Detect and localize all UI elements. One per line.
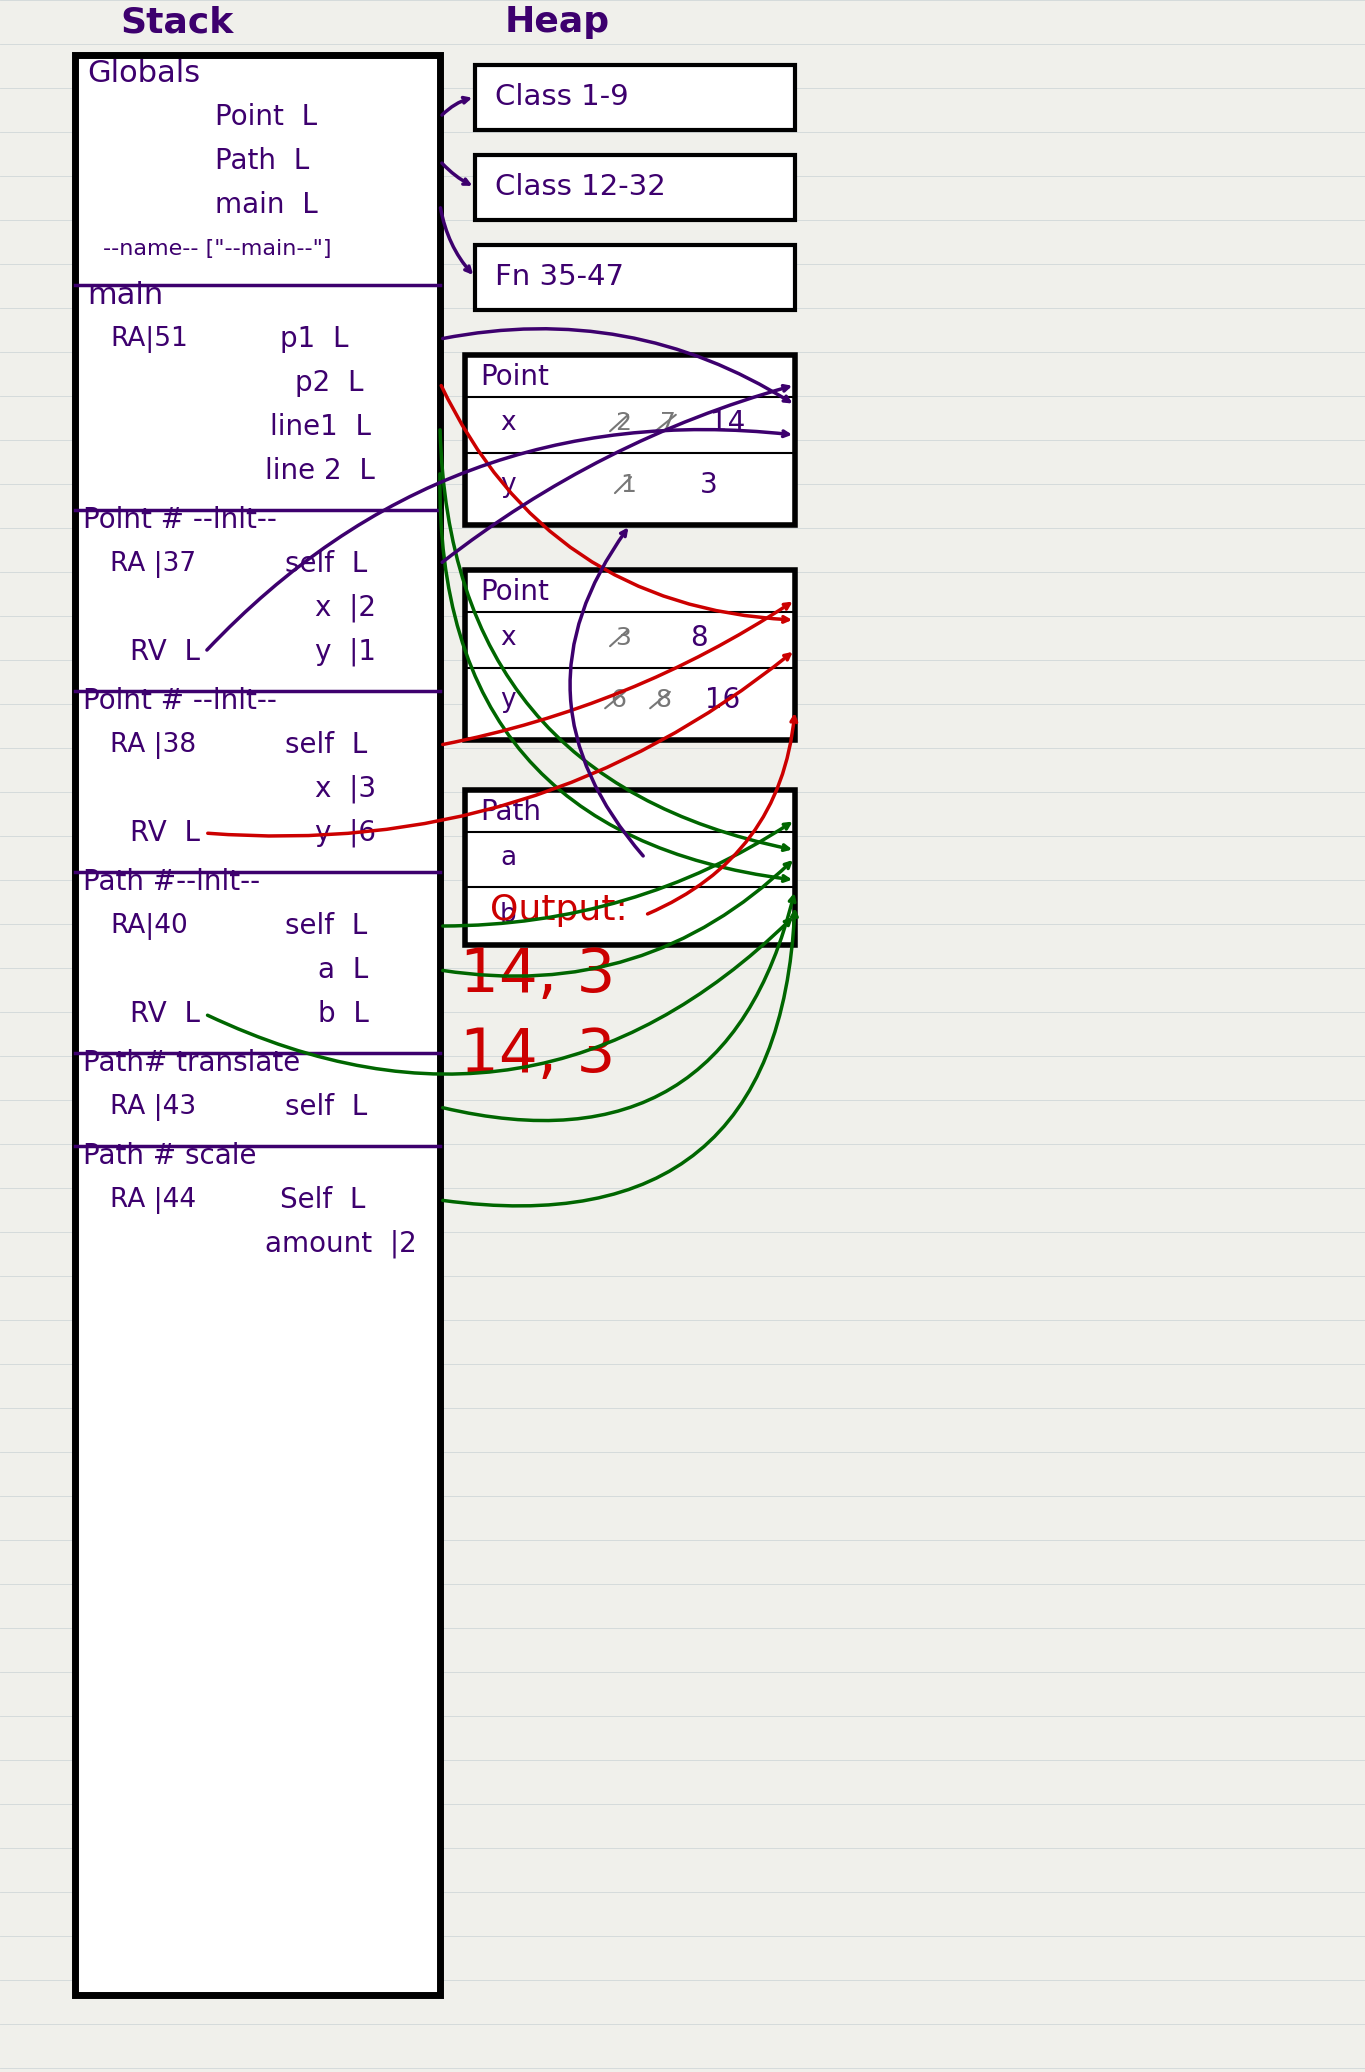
- Text: 16: 16: [704, 686, 740, 715]
- Bar: [465, 354, 794, 524]
- Text: 14: 14: [710, 408, 745, 437]
- Text: Globals: Globals: [87, 58, 201, 87]
- Text: a: a: [500, 845, 516, 870]
- Text: RV  L: RV L: [130, 818, 201, 847]
- Text: Class 12-32: Class 12-32: [495, 174, 666, 201]
- Text: Point: Point: [480, 578, 549, 605]
- Text: main: main: [87, 280, 164, 309]
- Text: line1  L: line1 L: [270, 412, 371, 441]
- Text: --name-- ["--main--"]: --name-- ["--main--"]: [102, 238, 332, 259]
- Text: 8: 8: [655, 688, 672, 713]
- Text: Path  L: Path L: [216, 147, 310, 174]
- Bar: [465, 789, 794, 945]
- Text: self  L: self L: [285, 731, 367, 758]
- Bar: [75, 56, 440, 1995]
- Text: Stack: Stack: [120, 4, 233, 39]
- Text: Path # scale: Path # scale: [83, 1142, 257, 1171]
- Text: RA |37: RA |37: [111, 551, 197, 578]
- Bar: [465, 570, 794, 740]
- Text: Class 1-9: Class 1-9: [495, 83, 629, 112]
- Text: Point # --init--: Point # --init--: [83, 688, 277, 715]
- Text: Point  L: Point L: [216, 104, 317, 131]
- Text: RA|51: RA|51: [111, 325, 188, 352]
- Text: 2: 2: [616, 410, 631, 435]
- Text: Heap: Heap: [505, 4, 610, 39]
- Text: Path #--init--: Path #--init--: [83, 868, 261, 895]
- Text: Point # --init--: Point # --init--: [83, 506, 277, 535]
- Bar: [475, 64, 794, 131]
- Text: 8: 8: [689, 624, 707, 653]
- Text: y: y: [500, 472, 516, 497]
- Text: b: b: [500, 901, 517, 928]
- Text: 6: 6: [610, 688, 627, 713]
- Text: RV  L: RV L: [130, 638, 201, 665]
- Text: a  L: a L: [318, 955, 369, 984]
- Text: Path: Path: [480, 798, 541, 827]
- Text: b  L: b L: [318, 1001, 369, 1028]
- Text: x  |2: x |2: [315, 595, 375, 622]
- Text: RA |38: RA |38: [111, 731, 197, 758]
- Bar: [475, 244, 794, 311]
- Text: 3: 3: [616, 626, 631, 651]
- Text: 3: 3: [700, 470, 718, 499]
- Text: amount  |2: amount |2: [265, 1231, 416, 1258]
- Text: self  L: self L: [285, 912, 367, 941]
- Text: main  L: main L: [216, 191, 318, 220]
- Text: Point: Point: [480, 363, 549, 392]
- Text: RV  L: RV L: [130, 1001, 201, 1028]
- Text: line 2  L: line 2 L: [265, 458, 375, 485]
- Text: Output:: Output:: [490, 893, 628, 926]
- Text: 1: 1: [620, 472, 636, 497]
- Text: x: x: [500, 626, 516, 651]
- Text: y  |1: y |1: [315, 638, 375, 667]
- Bar: [475, 155, 794, 220]
- Text: self  L: self L: [285, 1094, 367, 1121]
- Text: RA |43: RA |43: [111, 1094, 197, 1121]
- Text: Self  L: Self L: [280, 1185, 366, 1214]
- Text: 14, 3: 14, 3: [460, 945, 616, 1005]
- Text: RA|40: RA|40: [111, 912, 188, 939]
- Text: Path# translate: Path# translate: [83, 1048, 300, 1077]
- Text: y  |6: y |6: [315, 818, 375, 847]
- Text: 14, 3: 14, 3: [460, 1026, 616, 1084]
- Text: 7: 7: [661, 410, 676, 435]
- Text: p2  L: p2 L: [295, 369, 363, 398]
- Text: x: x: [500, 410, 516, 435]
- Text: p1  L: p1 L: [280, 325, 348, 352]
- Text: self  L: self L: [285, 549, 367, 578]
- Text: x  |3: x |3: [315, 775, 377, 804]
- Text: RA |44: RA |44: [111, 1187, 197, 1214]
- Text: y: y: [500, 688, 516, 713]
- Text: Fn 35-47: Fn 35-47: [495, 263, 624, 290]
